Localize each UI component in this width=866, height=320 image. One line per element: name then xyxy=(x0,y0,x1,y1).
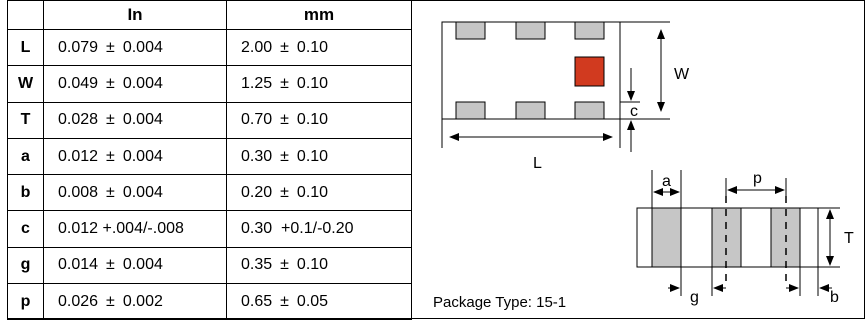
label-w: W xyxy=(674,66,690,83)
inch-tolerance-value: 0.004 xyxy=(122,183,163,201)
mm-plus-minus-sign: ± xyxy=(280,256,289,274)
side-pad-left xyxy=(651,207,682,268)
pin1-marker xyxy=(574,56,605,87)
inch-nominal-value: 0.014 xyxy=(58,256,99,274)
inch-tolerance-value: 0.004 xyxy=(122,147,163,165)
label-b: b xyxy=(830,289,839,306)
inch-nominal-value: 0.008 xyxy=(58,183,99,201)
package-type-caption: Package Type: 15-1 xyxy=(433,294,567,311)
inch-tolerance-value: 0.004 xyxy=(122,256,163,274)
inch-nominal-value: 0.079 xyxy=(58,38,99,56)
mm-tolerance-value: 0.10 xyxy=(296,38,329,56)
table-row: b 0.008 ±0.004 0.20 ±0.10 xyxy=(7,174,412,212)
bottom-pad xyxy=(574,101,605,120)
inch-plus-minus-sign: ± xyxy=(106,147,115,165)
mm-value-cell: 0.30 +0.1/-0.20 xyxy=(226,210,412,248)
inch-nominal-value: 0.049 xyxy=(58,74,99,92)
table-row: T 0.028 ±0.004 0.70 ±0.10 xyxy=(7,101,412,139)
inch-plus-minus-sign: ± xyxy=(106,38,115,56)
top-pad xyxy=(455,21,486,40)
inch-plus-minus-sign: ± xyxy=(106,111,115,129)
inch-value-cell: 0.012 ±0.004 xyxy=(43,137,227,176)
inch-tolerance-value: 0.004 xyxy=(122,111,163,129)
mm-nominal-value: 0.20 xyxy=(241,183,273,201)
inch-value-cell: 0.008 ±0.004 xyxy=(43,174,227,212)
mm-value-cell: 1.25 ±0.10 xyxy=(226,65,412,103)
mm-tolerance-value: 0.05 xyxy=(296,292,329,310)
mm-plus-minus-sign: ± xyxy=(280,292,289,310)
mm-nominal-value: 0.35 xyxy=(241,256,273,274)
label-g: g xyxy=(690,289,699,306)
mm-value-cell: 0.20 ±0.10 xyxy=(226,174,412,212)
mm-plus-minus-sign: ± xyxy=(280,147,289,165)
bottom-pad xyxy=(515,101,546,120)
label-c: c xyxy=(630,103,638,120)
inch-plus-minus-sign: ± xyxy=(106,256,115,274)
top-pad xyxy=(574,21,605,40)
inch-value-cell: 0.028 ±0.004 xyxy=(43,101,227,139)
table-row: p 0.026 ±0.002 0.65 ±0.05 xyxy=(7,283,412,320)
mm-tolerance-value: 0.10 xyxy=(296,183,329,201)
inch-plus-minus-sign: ± xyxy=(106,183,115,201)
label-a: a xyxy=(662,173,671,190)
inch-tolerance-text: 0.012 +.004/-.008 xyxy=(58,220,184,238)
mm-tolerance-value: 0.10 xyxy=(296,74,329,92)
mm-nominal-value: 2.00 xyxy=(241,38,273,56)
inch-tolerance-value: 0.002 xyxy=(122,292,163,310)
mm-value-cell: 0.70 ±0.10 xyxy=(226,101,412,139)
top-pad xyxy=(515,21,546,40)
table-row: W 0.049 ±0.004 1.25 ±0.10 xyxy=(7,65,412,103)
inch-tolerance-value: 0.004 xyxy=(122,74,163,92)
mm-nominal-value: 0.30 xyxy=(241,147,273,165)
inch-tolerance-value: 0.004 xyxy=(122,38,163,56)
mm-nominal-value: 0.70 xyxy=(241,111,273,129)
mm-tolerance-text: 0.30 +0.1/-0.20 xyxy=(241,220,354,238)
inch-value-cell: 0.026 ±0.002 xyxy=(43,283,227,320)
mm-tolerance-value: 0.10 xyxy=(296,256,329,274)
mm-value-cell: 2.00 ±0.10 xyxy=(226,28,412,67)
label-l: L xyxy=(533,155,542,172)
dimension-symbol: a xyxy=(7,137,44,176)
dimension-symbol: p xyxy=(7,283,44,320)
mm-tolerance-value: 0.10 xyxy=(296,111,329,129)
mm-plus-minus-sign: ± xyxy=(280,38,289,56)
table-row: L 0.079 ±0.004 2.00 ±0.10 xyxy=(7,28,412,67)
mm-plus-minus-sign: ± xyxy=(280,111,289,129)
mm-value-cell: 0.65 ±0.05 xyxy=(226,283,412,320)
mm-nominal-value: 0.65 xyxy=(241,292,273,310)
label-t: T xyxy=(844,230,854,247)
table-row: a 0.012 ±0.004 0.30 ±0.10 xyxy=(7,137,412,176)
mm-value-cell: 0.35 ±0.10 xyxy=(226,246,412,285)
mm-nominal-value: 1.25 xyxy=(241,74,273,92)
dimension-table: In mm L 0.079 ±0.004 2.00 ±0.10 W 0.049 ±0.004 1… xyxy=(7,0,412,320)
inch-nominal-value: 0.026 xyxy=(58,292,99,310)
table-body: L 0.079 ±0.004 2.00 ±0.10 W 0.049 ±0.004 1.25 ±0.… xyxy=(7,28,412,320)
mm-value-cell: 0.30 ±0.10 xyxy=(226,137,412,176)
inch-plus-minus-sign: ± xyxy=(106,74,115,92)
dimension-symbol: b xyxy=(7,174,44,212)
label-p: p xyxy=(753,170,762,187)
inch-value-cell: 0.012 +.004/-.008 xyxy=(43,210,227,248)
mm-plus-minus-sign: ± xyxy=(280,74,289,92)
mm-plus-minus-sign: ± xyxy=(280,183,289,201)
inch-nominal-value: 0.012 xyxy=(58,147,99,165)
mm-tolerance-value: 0.10 xyxy=(296,147,329,165)
inch-plus-minus-sign: ± xyxy=(106,292,115,310)
header-inch: In xyxy=(43,0,227,30)
bottom-pad xyxy=(455,101,486,120)
inch-nominal-value: 0.028 xyxy=(58,111,99,129)
